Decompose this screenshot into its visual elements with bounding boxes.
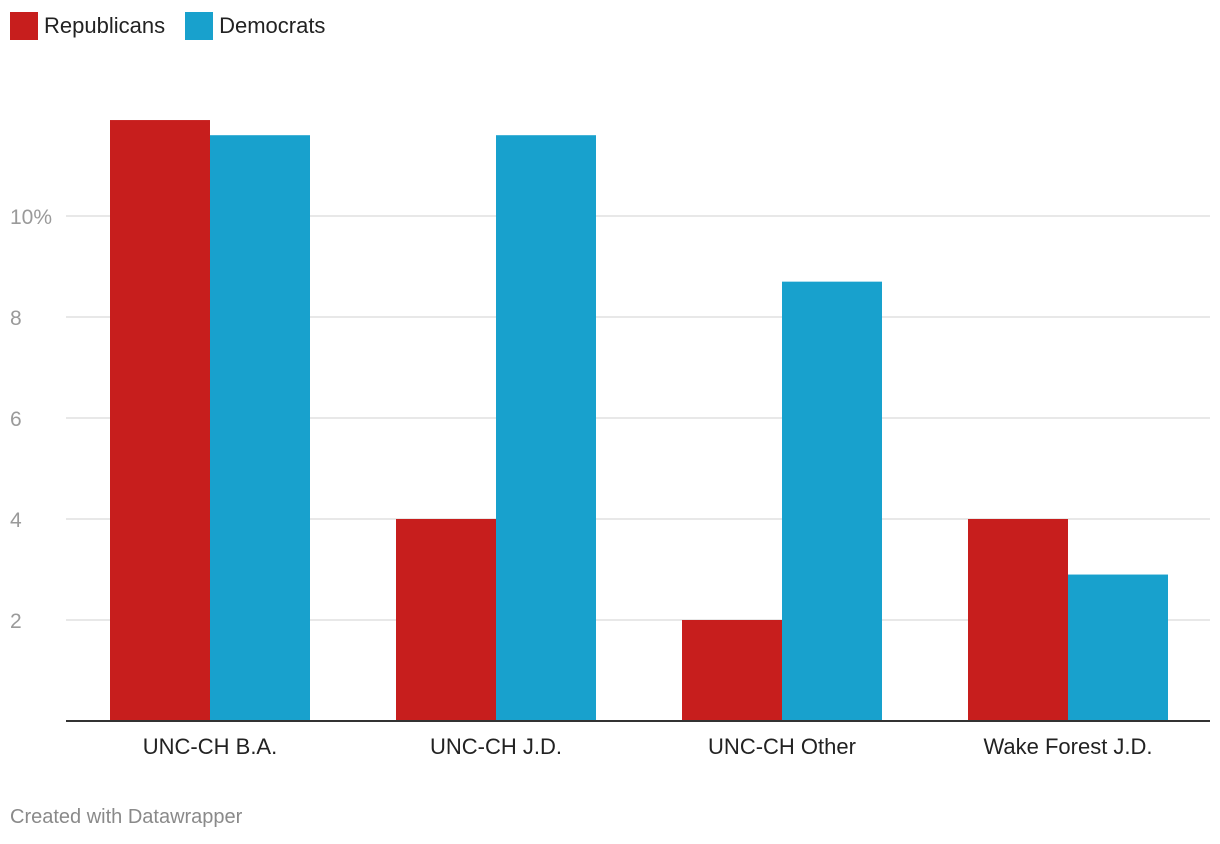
y-tick-label: 6 [10,408,22,431]
x-tick-label: Wake Forest J.D. [983,734,1152,759]
bar-republicans [968,519,1068,721]
y-tick-label: 10% [10,206,52,229]
y-tick-label: 8 [10,307,22,330]
y-tick-label: 2 [10,610,22,633]
bar-republicans [396,519,496,721]
x-tick-label: UNC-CH J.D. [430,734,562,759]
bar-republicans [682,620,782,721]
bar-democrats [1068,574,1168,721]
bar-democrats [496,135,596,721]
bar-democrats [210,135,310,721]
legend-item-democrats: Democrats [185,12,325,40]
x-tick-label: UNC-CH Other [708,734,856,759]
footer-credit: Created with Datawrapper [10,806,243,828]
y-tick-label: 4 [10,509,22,532]
legend-item-republicans: Republicans [10,12,165,40]
legend-swatch-democrats [185,12,214,40]
x-tick-label: UNC-CH B.A. [143,734,277,759]
bar-republicans [110,120,210,722]
legend-label-democrats: Democrats [219,13,326,38]
bar-democrats [782,281,882,721]
legend-swatch-republicans [10,12,38,40]
legend: Republicans Democrats [10,12,345,40]
legend-label-republicans: Republicans [44,13,166,38]
